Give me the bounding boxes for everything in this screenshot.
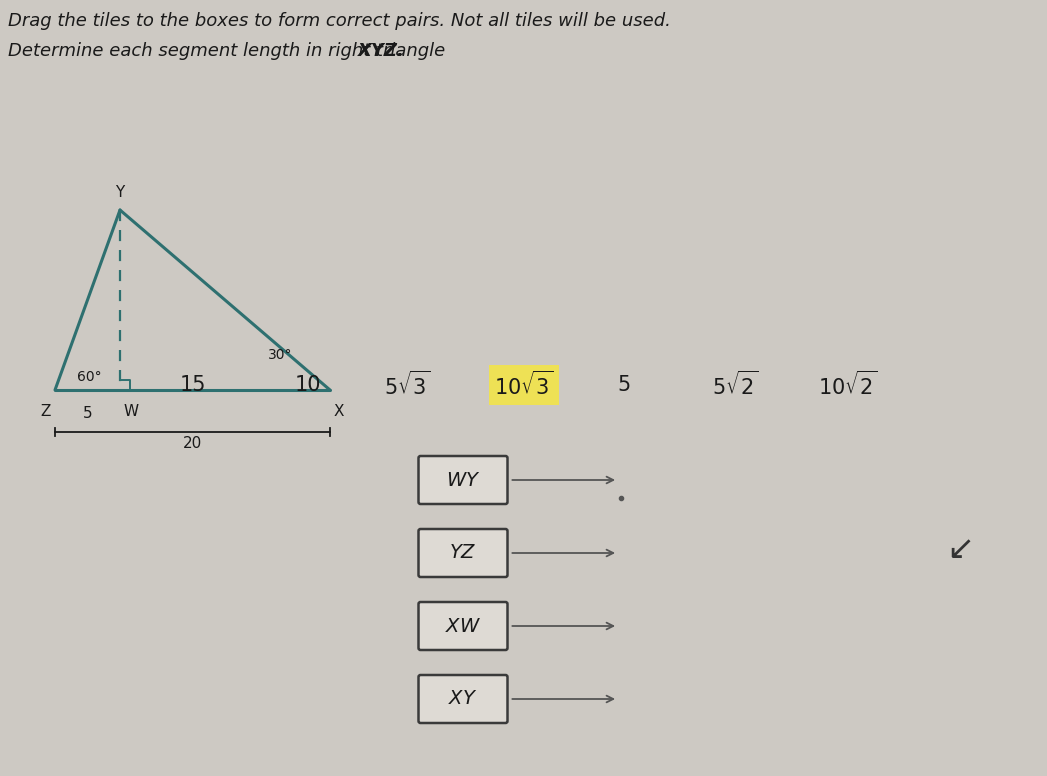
Text: Y: Y: [115, 185, 125, 200]
Text: 30°: 30°: [268, 348, 292, 362]
Text: 5: 5: [618, 375, 630, 395]
Text: $\mathit{XW}$: $\mathit{XW}$: [445, 616, 481, 636]
Text: $5\sqrt{3}$: $5\sqrt{3}$: [384, 371, 430, 399]
FancyBboxPatch shape: [419, 675, 508, 723]
Text: 60°: 60°: [77, 370, 102, 384]
Text: 10: 10: [295, 375, 321, 395]
Text: $10\sqrt{3}$: $10\sqrt{3}$: [494, 371, 554, 399]
Text: $\mathit{WY}$: $\mathit{WY}$: [446, 470, 481, 490]
Text: X: X: [334, 404, 344, 419]
Text: $\mathit{YZ}$: $\mathit{YZ}$: [449, 543, 476, 563]
Text: Drag the tiles to the boxes to form correct pairs. Not all tiles will be used.: Drag the tiles to the boxes to form corr…: [8, 12, 671, 30]
Text: 20: 20: [183, 436, 202, 451]
Text: Determine each segment length in right triangle: Determine each segment length in right t…: [8, 42, 451, 60]
Text: Z: Z: [41, 404, 51, 419]
Text: $5\sqrt{2}$: $5\sqrt{2}$: [712, 371, 758, 399]
Text: 15: 15: [180, 375, 206, 395]
FancyBboxPatch shape: [419, 602, 508, 650]
FancyBboxPatch shape: [419, 529, 508, 577]
Text: XYZ.: XYZ.: [358, 42, 405, 60]
FancyBboxPatch shape: [419, 456, 508, 504]
Text: $10\sqrt{2}$: $10\sqrt{2}$: [819, 371, 877, 399]
Text: 5: 5: [83, 406, 92, 421]
Text: ↙: ↙: [946, 534, 974, 566]
Text: $\mathit{XY}$: $\mathit{XY}$: [448, 690, 477, 708]
Text: W: W: [124, 404, 139, 419]
